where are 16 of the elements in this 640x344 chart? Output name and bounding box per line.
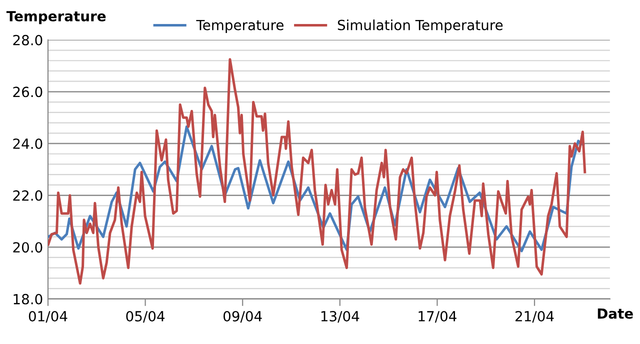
x-tick-label: 13/04 — [321, 310, 360, 323]
x-tick-label: 01/04 — [28, 310, 68, 323]
y-tick-label: 24.0 — [13, 138, 42, 149]
y-axis-title: Temperature — [6, 11, 106, 24]
x-tick-label: 09/04 — [224, 310, 262, 323]
x-tick-label: 21/04 — [516, 310, 554, 323]
y-tick-label: 28.0 — [13, 34, 42, 46]
x-tick-label: 17/04 — [418, 310, 456, 323]
y-tick-label: 22.0 — [13, 190, 42, 201]
legend-label: Simulation Temperature — [338, 20, 503, 33]
legend-label: Temperature — [196, 20, 284, 33]
x-axis-title: Date — [598, 308, 633, 319]
y-tick-label: 26.0 — [13, 86, 42, 98]
x-tick-label: 05/04 — [126, 310, 165, 323]
y-tick-label: 20.0 — [13, 242, 42, 253]
y-tick-label: 18.0 — [14, 294, 42, 304]
